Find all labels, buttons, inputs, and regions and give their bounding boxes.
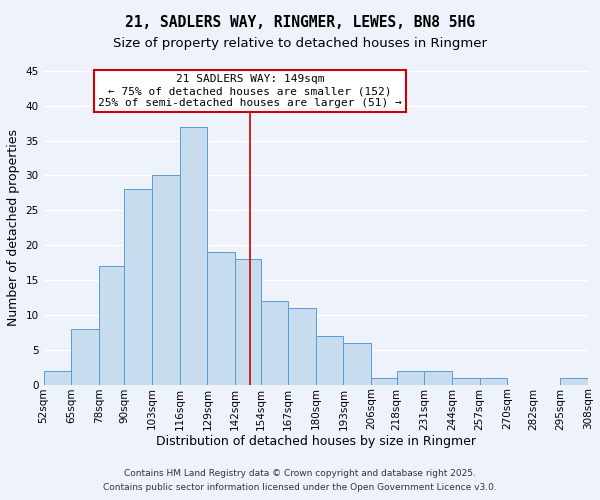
Bar [99, 266, 124, 384]
Bar [124, 190, 152, 384]
Bar [343, 343, 371, 384]
Bar [152, 176, 180, 384]
Bar [180, 126, 208, 384]
Text: 21, SADLERS WAY, RINGMER, LEWES, BN8 5HG: 21, SADLERS WAY, RINGMER, LEWES, BN8 5HG [125, 15, 475, 30]
Bar [371, 378, 397, 384]
Bar [424, 370, 452, 384]
Text: Contains public sector information licensed under the Open Government Licence v3: Contains public sector information licen… [103, 484, 497, 492]
Bar [479, 378, 507, 384]
Y-axis label: Number of detached properties: Number of detached properties [7, 130, 20, 326]
Bar [235, 259, 260, 384]
Bar [44, 370, 71, 384]
X-axis label: Distribution of detached houses by size in Ringmer: Distribution of detached houses by size … [156, 435, 476, 448]
Bar [316, 336, 343, 384]
Bar [288, 308, 316, 384]
Bar [560, 378, 588, 384]
Text: Size of property relative to detached houses in Ringmer: Size of property relative to detached ho… [113, 38, 487, 51]
Bar [71, 329, 99, 384]
Bar [260, 301, 288, 384]
Bar [452, 378, 479, 384]
Bar [397, 370, 424, 384]
Text: Contains HM Land Registry data © Crown copyright and database right 2025.: Contains HM Land Registry data © Crown c… [124, 468, 476, 477]
Bar [208, 252, 235, 384]
Text: 21 SADLERS WAY: 149sqm
← 75% of detached houses are smaller (152)
25% of semi-de: 21 SADLERS WAY: 149sqm ← 75% of detached… [98, 74, 402, 108]
